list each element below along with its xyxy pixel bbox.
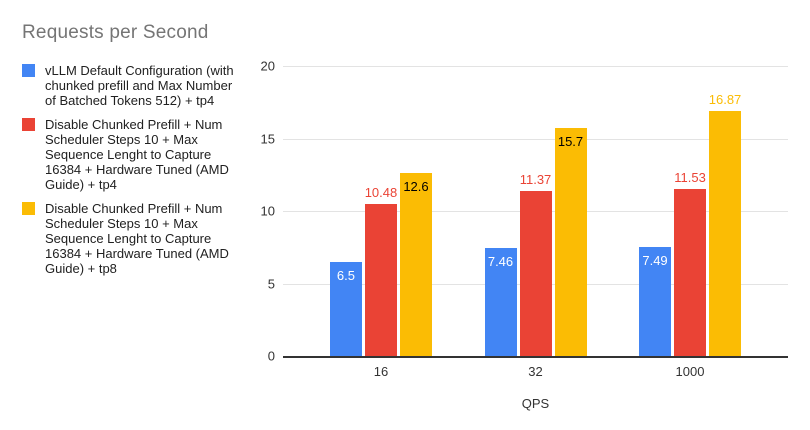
gridline-y-15 xyxy=(283,138,788,140)
y-tick-label-15: 15 xyxy=(260,131,275,146)
bar-value-label: 11.53 xyxy=(674,169,706,185)
bar-value-label: 12.6 xyxy=(403,179,429,195)
bar-value-label: 7.49 xyxy=(642,253,668,269)
bar-series-2-qps-1000: 11.53 xyxy=(674,170,707,356)
legend-swatch-icon xyxy=(22,202,35,215)
y-tick-label-0: 0 xyxy=(267,348,275,364)
legend-item-2: Disable Chunked Prefill + Num Scheduler … xyxy=(22,117,234,192)
bar-value-label: 10.48 xyxy=(364,185,398,201)
bar-group-16: 6.5 10.48 12.6 xyxy=(329,173,432,356)
plot-area: 0 5 10 15 20 6.5 10.48 12.6 16 7.46 11.37 15.7 32 7.4… xyxy=(261,59,788,379)
bar-value-label: 7.46 xyxy=(487,253,514,269)
x-axis-baseline xyxy=(283,356,788,358)
legend-swatch-icon xyxy=(22,118,35,131)
bar-series-1-qps-1000: 7.49 xyxy=(639,247,672,356)
bar-group-1000: 7.49 11.53 16.87 xyxy=(639,92,741,356)
x-axis-title: QPS xyxy=(521,396,550,411)
bar-value-label: 6.5 xyxy=(336,267,356,283)
bar-series-3-qps-16: 12.6 xyxy=(399,173,432,356)
y-tick-label-10: 10 xyxy=(260,203,275,219)
legend-item-1: vLLM Default Configuration (with chunked… xyxy=(22,63,234,108)
legend: vLLM Default Configuration (with chunked… xyxy=(22,63,234,285)
bar-value-label: 15.7 xyxy=(557,134,584,150)
legend-item-label: vLLM Default Configuration (with chunked… xyxy=(45,63,234,108)
y-tick-label-20: 20 xyxy=(260,58,275,74)
bar-series-1-qps-32: 7.46 xyxy=(484,247,517,356)
gridline-y-20 xyxy=(283,66,788,67)
x-tick-label-32: 32 xyxy=(528,364,543,379)
legend-item-label: Disable Chunked Prefill + Num Scheduler … xyxy=(45,201,229,276)
legend-item-label: Disable Chunked Prefill + Num Scheduler … xyxy=(45,117,229,192)
bar-value-label: 16.87 xyxy=(708,92,742,108)
bar-value-label: 11.37 xyxy=(519,172,552,188)
bar-series-3-qps-1000: 16.87 xyxy=(709,92,741,356)
bar-series-3-qps-32: 15.7 xyxy=(554,128,587,356)
y-tick-label-5: 5 xyxy=(267,276,275,291)
chart-title: Requests per Second xyxy=(22,22,209,43)
legend-swatch-icon xyxy=(22,64,35,77)
bar-series-2-qps-32: 11.37 xyxy=(519,172,552,356)
x-tick-label-16: 16 xyxy=(373,364,389,379)
x-tick-label-1000: 1000 xyxy=(675,364,705,379)
bar-series-1-qps-16: 6.5 xyxy=(329,261,362,356)
legend-item-3: Disable Chunked Prefill + Num Scheduler … xyxy=(22,201,234,276)
bar-group-32: 7.46 11.37 15.7 xyxy=(484,128,587,356)
bar-series-2-qps-16: 10.48 xyxy=(365,185,397,356)
